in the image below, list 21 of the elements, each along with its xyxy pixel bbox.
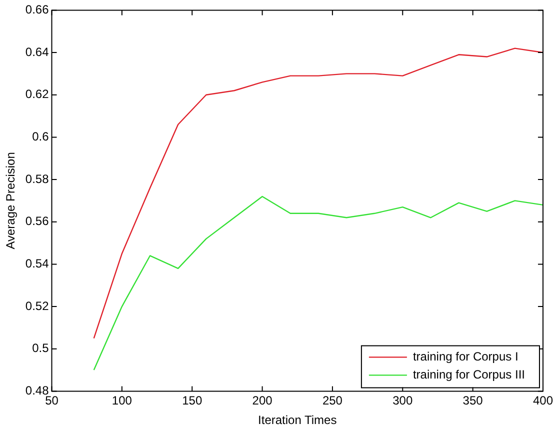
y-tick-label: 0.5 (32, 341, 50, 356)
y-tick-label: 0.58 (25, 172, 50, 186)
y-axis-title: Average Precision (4, 152, 18, 250)
x-tick-label: 250 (322, 394, 343, 408)
legend-label: training for Corpus I (412, 350, 518, 364)
y-tick-label: 0.62 (25, 87, 50, 102)
y-tick-label: 0.52 (25, 298, 50, 313)
x-tick-label: 400 (532, 394, 554, 408)
x-tick-label: 50 (45, 394, 59, 408)
x-tick-label: 100 (112, 394, 132, 408)
y-tick-label: 0.64 (25, 44, 50, 59)
legend-label: training for Corpus III (412, 368, 526, 382)
x-axis-title: Iteration Times (258, 413, 337, 428)
y-tick-label: 0.56 (25, 214, 50, 228)
y-tick-label: 0.6 (32, 130, 50, 144)
x-tick-label: 200 (252, 394, 273, 408)
x-tick-label: 350 (462, 394, 484, 408)
x-tick-label: 300 (392, 394, 413, 408)
y-tick-label: 0.54 (25, 256, 50, 271)
y-tick-label: 0.66 (25, 2, 50, 17)
x-tick-label: 150 (182, 394, 202, 408)
